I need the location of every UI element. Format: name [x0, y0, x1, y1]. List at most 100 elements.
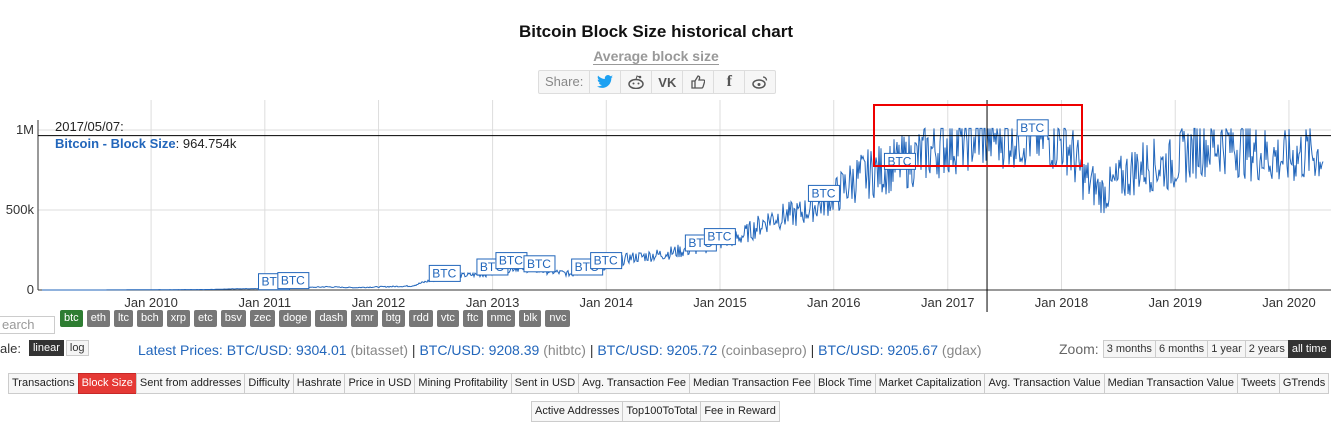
- share-label: Share:: [539, 71, 591, 93]
- coin-nmc[interactable]: nmc: [486, 310, 516, 327]
- metric-median-transaction-value[interactable]: Median Transaction Value: [1103, 373, 1238, 394]
- coin-ftc[interactable]: ftc: [462, 310, 483, 327]
- metric-mining-profitability[interactable]: Mining Profitability: [414, 373, 512, 394]
- metric-hashrate[interactable]: Hashrate: [292, 373, 346, 394]
- scale-linear-button[interactable]: linear: [28, 340, 64, 356]
- zoom-all-time[interactable]: all time: [1287, 340, 1331, 358]
- y-tick-label: 0: [27, 282, 34, 297]
- x-tick-label: Jan 2018: [1035, 295, 1089, 310]
- latest-prices: Latest Prices: BTC/USD: 9304.01 (bitasse…: [138, 342, 982, 358]
- coin-blk[interactable]: blk: [519, 310, 542, 327]
- twitter-icon[interactable]: [590, 71, 622, 93]
- event-flag-label: BTC: [499, 254, 523, 268]
- like-icon[interactable]: [683, 71, 715, 93]
- event-flag-label: BTC: [707, 230, 731, 244]
- event-flag-label: BTC: [811, 186, 835, 200]
- coin-bsv[interactable]: bsv: [220, 310, 246, 327]
- metric-tweets[interactable]: Tweets: [1236, 373, 1280, 394]
- price-hitbtc: BTC/USD: 9208.39: [419, 342, 540, 358]
- coin-btc[interactable]: btc: [60, 310, 83, 327]
- share-bar: Share: VK f: [538, 70, 777, 94]
- coin-dash[interactable]: dash: [315, 310, 348, 327]
- scale-log-button[interactable]: log: [65, 340, 89, 356]
- coin-etc[interactable]: etc: [194, 310, 217, 327]
- event-flag: [428, 264, 461, 282]
- coin-vtc[interactable]: vtc: [436, 310, 459, 327]
- metric-sent-from-addresses[interactable]: Sent from addresses: [135, 373, 246, 394]
- event-flag: [590, 252, 623, 270]
- tooltip-date: 2017/05/07:: [55, 119, 124, 134]
- price-source-coinbasepro: (coinbasepro): [721, 342, 807, 358]
- coin-nvc[interactable]: nvc: [545, 310, 571, 327]
- metric-avg-transaction-value[interactable]: Avg. Transaction Value: [984, 373, 1105, 394]
- page-title: Bitcoin Block Size historical chart: [519, 22, 793, 41]
- metric-difficulty[interactable]: Difficulty: [244, 373, 294, 394]
- zoom-selector: Zoom: 3 months 6 months 1 year 2 years a…: [1059, 340, 1331, 358]
- metric-menu-row-1: Transactions Block Size Sent from addresse…: [8, 373, 1330, 394]
- coin-bch[interactable]: bch: [136, 310, 163, 327]
- coin-eth[interactable]: eth: [86, 310, 110, 327]
- event-flag: [277, 272, 310, 290]
- facebook-icon[interactable]: f: [714, 71, 746, 93]
- vk-icon[interactable]: VK: [652, 71, 684, 93]
- metric-block-size[interactable]: Block Size: [77, 373, 137, 394]
- metric-gtrends[interactable]: GTrends: [1278, 373, 1330, 394]
- metric-fee-in-reward[interactable]: Fee in Reward: [700, 401, 780, 422]
- metric-menu-row-2: Active Addresses Top100ToTotal Fee in Rewa…: [531, 401, 780, 422]
- metric-transactions[interactable]: Transactions: [8, 373, 79, 394]
- zoom-3-months[interactable]: 3 months: [1102, 340, 1156, 358]
- metric-top100tototal[interactable]: Top100ToTotal: [622, 401, 702, 422]
- tooltip-value: : 964.754k: [175, 136, 237, 151]
- coin-btg[interactable]: btg: [381, 310, 405, 327]
- zoom-1-year[interactable]: 1 year: [1207, 340, 1246, 358]
- coin-ltc[interactable]: ltc: [113, 310, 133, 327]
- scale-label: ale:: [0, 340, 21, 356]
- highlight-box: [873, 104, 1083, 167]
- series-line-block-size: [42, 126, 1324, 291]
- x-tick-label: Jan 2019: [1148, 295, 1202, 310]
- y-tick-label: 500k: [6, 202, 35, 217]
- event-flag: [807, 184, 840, 202]
- event-flag-label: BTC: [887, 154, 911, 168]
- coin-xrp[interactable]: xrp: [166, 310, 191, 327]
- reddit-icon[interactable]: [621, 71, 653, 93]
- event-flag-label: BTC: [1020, 121, 1044, 135]
- price-separator: |: [810, 342, 815, 358]
- scale-selector: ale: linear log: [0, 340, 89, 356]
- weibo-icon[interactable]: [745, 71, 775, 93]
- x-tick-label: Jan 2013: [466, 295, 520, 310]
- chart-tooltip: 2017/05/07: Bitcoin - Block Size: 964.75…: [55, 118, 236, 152]
- search-input[interactable]: earch: [0, 316, 55, 334]
- x-tick-label: Jan 2017: [921, 295, 975, 310]
- coin-xmr[interactable]: xmr: [351, 310, 378, 327]
- block-size-chart[interactable]: 0 500k 1M Jan 2010 Jan 2011 Jan 2012 Jan 2013 J…: [0, 100, 1331, 312]
- price-bitasset: BTC/USD: 9304.01: [226, 342, 347, 358]
- metric-price-in-usd[interactable]: Price in USD: [344, 373, 416, 394]
- event-flag-label: BTC: [432, 266, 456, 280]
- coin-selector: btc eth ltc bch xrp etc bsv zec doge dash xmr btg rd…: [60, 310, 571, 327]
- metric-sent-in-usd[interactable]: Sent in USD: [510, 373, 580, 394]
- event-flag: [703, 228, 736, 246]
- x-tick-label: Jan 2020: [1262, 295, 1316, 310]
- x-tick-label: Jan 2015: [693, 295, 747, 310]
- zoom-label: Zoom:: [1059, 341, 1099, 357]
- price-source-bitasset: (bitasset): [350, 342, 409, 358]
- metric-median-transaction-fee[interactable]: Median Transaction Fee: [688, 373, 815, 394]
- chart-subtitle[interactable]: Average block size: [593, 48, 719, 65]
- event-flag-label: BTC: [527, 257, 551, 271]
- x-tick-label: Jan 2012: [352, 295, 406, 310]
- metric-avg-transaction-fee[interactable]: Avg. Transaction Fee: [578, 373, 690, 394]
- coin-doge[interactable]: doge: [278, 310, 312, 327]
- coin-zec[interactable]: zec: [249, 310, 275, 327]
- metric-active-addresses[interactable]: Active Addresses: [531, 401, 624, 422]
- price-source-gdax: (gdax): [941, 342, 982, 358]
- zoom-6-months[interactable]: 6 months: [1154, 340, 1209, 358]
- x-tick-label: Jan 2010: [124, 295, 178, 310]
- metric-market-capitalization[interactable]: Market Capitalization: [874, 373, 986, 394]
- metric-block-time[interactable]: Block Time: [813, 373, 876, 394]
- x-tick-label: Jan 2014: [580, 295, 634, 310]
- coin-rdd[interactable]: rdd: [408, 310, 433, 327]
- tooltip-series: Bitcoin - Block Size: [55, 136, 176, 151]
- zoom-2-years[interactable]: 2 years: [1244, 340, 1289, 358]
- event-flag: [523, 255, 556, 273]
